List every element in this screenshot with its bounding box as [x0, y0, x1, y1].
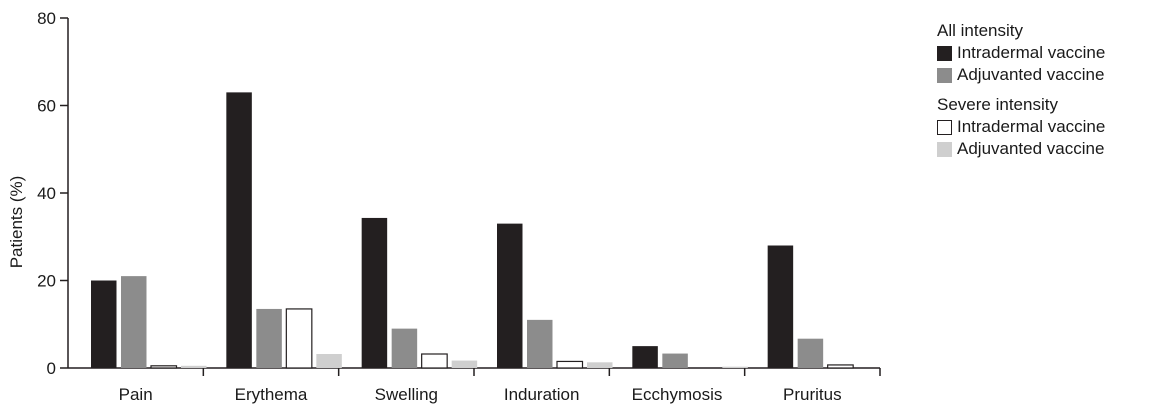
legend-group-title-severe: Severe intensity: [937, 95, 1058, 114]
legend-label: Adjuvanted vaccine: [957, 139, 1105, 158]
legend-swatch: [937, 141, 952, 157]
bar: [797, 338, 824, 368]
legend-label: Intradermal vaccine: [957, 117, 1106, 136]
x-tick-label: Pruritus: [783, 385, 842, 404]
legend-group-title-all: All intensity: [937, 21, 1023, 40]
x-tick-label: Pain: [119, 385, 153, 404]
y-tick-label: 80: [37, 9, 56, 28]
bar: [285, 308, 313, 369]
legend-item-adjuvanted-all: Adjuvanted vaccine: [937, 64, 1105, 86]
y-tick-label: 60: [37, 97, 56, 116]
bar: [181, 365, 207, 368]
y-tick-label: 0: [47, 359, 56, 378]
bar: [767, 245, 794, 368]
y-axis-label: Patients (%): [7, 176, 26, 269]
legend-swatch: [937, 67, 952, 83]
bar: [91, 280, 117, 368]
bar: [391, 328, 418, 368]
bar: [556, 360, 584, 369]
bar: [121, 276, 147, 368]
bar: [827, 364, 854, 369]
bar-chart: Patients (%) 0 20 40 60 80 Pain Erythema Swelli…: [7, 9, 881, 404]
axis-tick-labels: 0 20 40 60 80 Pain Erythema Swelling Induration E…: [37, 9, 842, 404]
bar: [527, 319, 553, 368]
legend: All intensity Intradermal vaccine Adjuva…: [937, 20, 1105, 160]
bar: [421, 353, 448, 369]
bar: [587, 362, 613, 368]
x-tick-label: Induration: [504, 385, 580, 404]
legend-item-adjuvanted-severe: Adjuvanted vaccine: [937, 138, 1105, 160]
x-tick-label: Swelling: [375, 385, 438, 404]
bar: [662, 353, 688, 368]
bar: [451, 360, 478, 368]
legend-label: Adjuvanted vaccine: [957, 65, 1105, 84]
axes: [60, 17, 881, 376]
bar: [316, 354, 342, 368]
x-tick-label: Erythema: [235, 385, 308, 404]
legend-swatch: [937, 119, 952, 135]
bars: [91, 92, 854, 369]
legend-item-intradermal-all: Intradermal vaccine: [937, 42, 1105, 64]
legend-swatch: [937, 45, 952, 61]
bar: [722, 366, 748, 368]
bar: [632, 346, 658, 368]
x-tick-label: Ecchymosis: [632, 385, 723, 404]
bar: [497, 223, 523, 368]
y-tick-label: 20: [37, 272, 56, 291]
legend-item-intradermal-severe: Intradermal vaccine: [937, 116, 1105, 138]
y-tick-label: 40: [37, 184, 56, 203]
bar: [226, 92, 252, 368]
bar: [256, 308, 282, 368]
bar: [150, 365, 178, 369]
legend-label: Intradermal vaccine: [957, 43, 1106, 62]
bar: [361, 217, 388, 368]
